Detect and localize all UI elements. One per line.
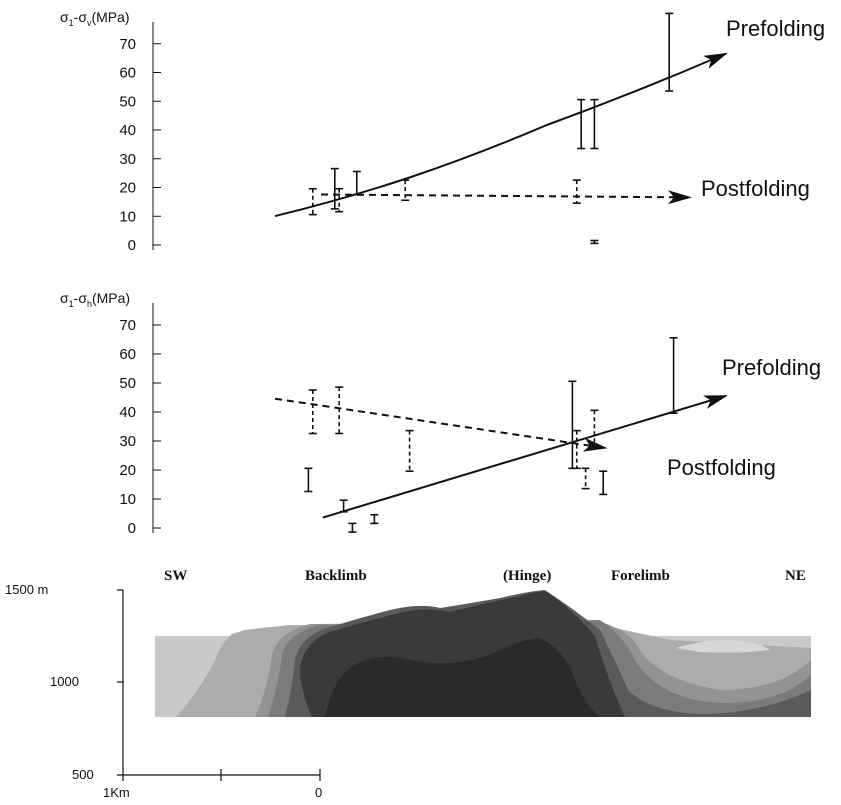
- y-tick-label-70: 70: [119, 317, 136, 334]
- stress-chart-vertical: σ1-σv(MPa) 0 10 20 30 40 50 60 70 Prefolding Po…: [60, 9, 825, 254]
- y-axis-ticks: 0 10 20 30 40 50 60 70: [119, 317, 161, 537]
- series-label-prefolding: Prefolding: [726, 16, 825, 41]
- error-bar: [572, 179, 581, 204]
- y-tick-label-60: 60: [119, 346, 136, 363]
- y-tick-label-0: 0: [128, 520, 136, 537]
- series-line-prefolding: [322, 394, 728, 519]
- error-bar: [669, 336, 678, 415]
- y-tick-label-20: 20: [119, 180, 136, 197]
- y-axis-ticks: 0 10 20 30 40 50 60 70: [119, 36, 161, 254]
- error-bar: [308, 389, 317, 435]
- error-bar: [599, 470, 608, 496]
- scale-label-0: 0: [315, 785, 322, 800]
- label-forelimb: Forelimb: [611, 568, 670, 584]
- series-lines: [274, 394, 728, 519]
- error-bar: [568, 380, 577, 470]
- error-bar: [577, 98, 586, 150]
- error-bar: [335, 386, 344, 435]
- section-layers: [155, 590, 811, 717]
- layer-core: [325, 638, 600, 717]
- depth-label-1500: 1500 m: [5, 582, 48, 597]
- y-tick-label-30: 30: [119, 433, 136, 450]
- y-tick-label-10: 10: [119, 491, 136, 508]
- error-bar: [370, 513, 379, 525]
- error-bars: [304, 336, 678, 533]
- error-bar: [304, 467, 313, 493]
- y-tick-label-20: 20: [119, 462, 136, 479]
- series-lines: [274, 52, 728, 218]
- y-tick-label-0: 0: [128, 237, 136, 254]
- stress-chart-horizontal: σ1-σh(MPa) 0 10 20 30 40 50 60 70 Prefolding Po…: [60, 290, 821, 537]
- geologic-cross-section: SW Backlimb (Hinge) Forelimb NE 1500 m 1…: [5, 568, 811, 800]
- y-tick-label-50: 50: [119, 93, 136, 110]
- error-bar: [405, 429, 414, 473]
- error-bar: [308, 187, 317, 216]
- error-bar: [330, 167, 339, 210]
- y-tick-label-40: 40: [119, 404, 136, 421]
- y-axis-label: σ1-σh(MPa): [60, 290, 130, 309]
- depth-label-500: 500: [72, 767, 94, 782]
- y-tick-label-30: 30: [119, 151, 136, 168]
- depth-label-1000: 1000: [50, 674, 79, 689]
- layer-top-patch: [676, 640, 770, 653]
- y-tick-label-50: 50: [119, 375, 136, 392]
- label-hinge: (Hinge): [503, 568, 551, 584]
- label-ne: NE: [785, 568, 806, 584]
- y-tick-label-70: 70: [119, 36, 136, 53]
- series-label-postfolding: Postfolding: [701, 176, 810, 201]
- scale-label-1km: 1Km: [103, 785, 130, 800]
- error-bar: [348, 522, 357, 533]
- label-backlimb: Backlimb: [305, 568, 367, 584]
- series-line-prefolding: [274, 52, 728, 218]
- error-bar: [335, 187, 344, 213]
- error-bar: [352, 170, 361, 196]
- series-label-postfolding: Postfolding: [667, 455, 776, 480]
- label-sw: SW: [164, 568, 187, 584]
- y-axis-label: σ1-σv(MPa): [60, 9, 130, 28]
- y-tick-label-10: 10: [119, 208, 136, 225]
- series-label-prefolding: Prefolding: [722, 355, 821, 380]
- error-bars: [308, 12, 674, 245]
- y-tick-label-40: 40: [119, 122, 136, 139]
- error-bar: [572, 429, 581, 470]
- series-line-postfolding: [274, 397, 608, 452]
- series-line-postfolding: [320, 190, 692, 205]
- error-bar: [590, 409, 599, 449]
- error-bar: [581, 467, 590, 490]
- error-bar: [590, 239, 599, 245]
- error-bar: [401, 179, 410, 202]
- y-tick-label-60: 60: [119, 65, 136, 82]
